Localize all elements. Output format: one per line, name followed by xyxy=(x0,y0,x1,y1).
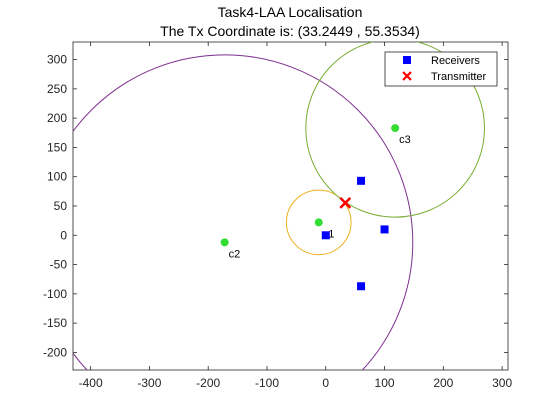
y-tick-label: -150 xyxy=(43,316,67,330)
y-tick-label: -50 xyxy=(50,258,68,272)
legend-transmitter-label: Transmitter xyxy=(431,71,487,83)
legend-receivers-label: Receivers xyxy=(431,55,480,67)
x-tick-label: -300 xyxy=(137,376,161,390)
chart-title: Task4-LAA Localisation xyxy=(218,4,363,20)
x-tick-label: 300 xyxy=(492,376,512,390)
chart-subtitle: The Tx Coordinate is: (33.2449 , 55.3534… xyxy=(160,23,420,39)
center-point-c2 xyxy=(220,238,229,247)
receiver-point xyxy=(357,282,366,291)
receiver-point xyxy=(321,231,330,240)
center-point-c1 xyxy=(314,218,323,227)
receiver-point xyxy=(357,176,366,185)
plot-area: -400 -300 -200 -100 0 100 200 300 -200 -150 -100 -5… xyxy=(43,41,512,390)
legend-receivers-marker xyxy=(403,56,411,64)
range-circle-c2 xyxy=(73,54,414,370)
x-tick-label: 100 xyxy=(375,376,395,390)
circles-group xyxy=(73,42,485,370)
transmitter-point xyxy=(339,196,352,209)
y-tick-label: 300 xyxy=(47,53,67,67)
center-point-c3 xyxy=(391,124,400,133)
receiver-point xyxy=(380,225,389,234)
y-tick-label: 50 xyxy=(54,199,68,213)
x-tick-label: -200 xyxy=(196,376,220,390)
x-tick-label: 200 xyxy=(433,376,453,390)
y-tick-label: 100 xyxy=(47,170,67,184)
y-tick-label: -100 xyxy=(43,287,67,301)
y-tick-label: 0 xyxy=(60,228,67,242)
x-tick-label: -100 xyxy=(255,376,279,390)
legend: Receivers Transmitter xyxy=(384,51,498,87)
range-circle-c1 xyxy=(285,189,352,256)
y-tick-label: 250 xyxy=(47,82,67,96)
x-tick-label: -400 xyxy=(79,376,103,390)
center-label-c2: c2 xyxy=(229,248,241,260)
legend-transmitter-marker xyxy=(402,71,412,81)
y-tick-label: 200 xyxy=(47,111,67,125)
x-tick-label: 0 xyxy=(322,376,329,390)
center-label-c3: c3 xyxy=(399,134,411,146)
y-tick-label: -200 xyxy=(43,345,67,359)
range-circle-c3 xyxy=(305,42,485,218)
y-tick-label: 150 xyxy=(47,140,67,154)
